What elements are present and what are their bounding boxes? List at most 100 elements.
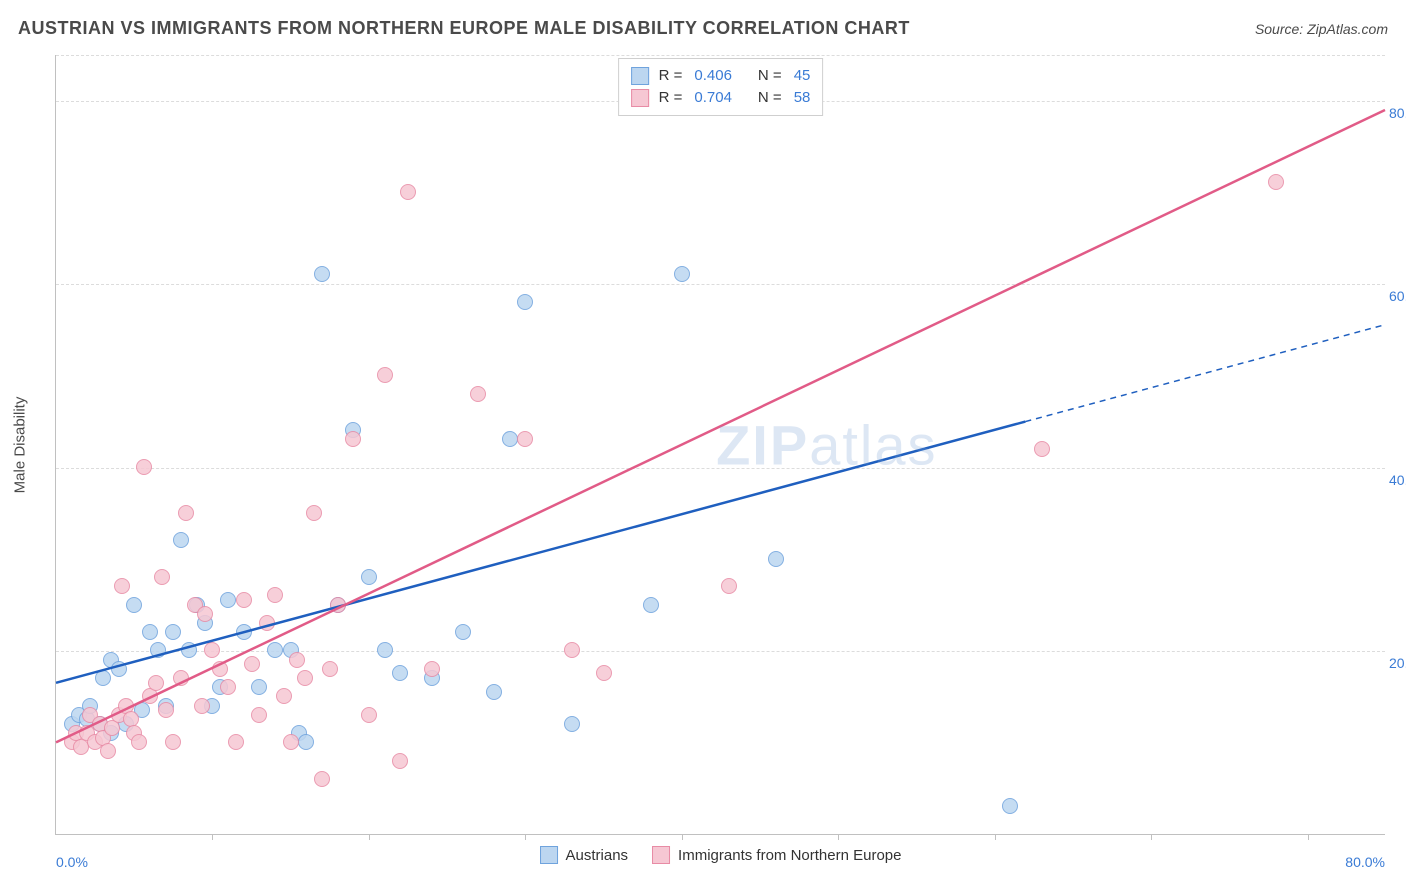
- y-axis-title: Male Disability: [12, 396, 29, 493]
- scatter-point-immigrants_ne: [220, 679, 236, 695]
- scatter-point-immigrants_ne: [204, 642, 220, 658]
- legend-swatch-austrians: [631, 67, 649, 85]
- scatter-point-austrians: [142, 624, 158, 640]
- scatter-point-immigrants_ne: [289, 652, 305, 668]
- scatter-point-austrians: [298, 734, 314, 750]
- scatter-point-austrians: [314, 266, 330, 282]
- scatter-point-austrians: [267, 642, 283, 658]
- scatter-point-immigrants_ne: [306, 505, 322, 521]
- scatter-point-immigrants_ne: [194, 698, 210, 714]
- scatter-point-immigrants_ne: [212, 661, 228, 677]
- series-legend-label-austrians: Austrians: [566, 847, 629, 864]
- scatter-point-austrians: [361, 569, 377, 585]
- scatter-point-austrians: [173, 532, 189, 548]
- scatter-point-immigrants_ne: [251, 707, 267, 723]
- stats-R-label: R =: [659, 65, 683, 87]
- x-tick: [525, 834, 526, 840]
- scatter-plot: [56, 55, 1385, 834]
- x-axis-max-label: 80.0%: [1345, 854, 1385, 870]
- x-tick: [1308, 834, 1309, 840]
- y-tick-label: 60.0%: [1389, 288, 1406, 304]
- scatter-point-austrians: [564, 716, 580, 732]
- scatter-point-immigrants_ne: [517, 431, 533, 447]
- scatter-point-immigrants_ne: [361, 707, 377, 723]
- source-name: ZipAtlas.com: [1307, 21, 1388, 37]
- scatter-point-immigrants_ne: [178, 505, 194, 521]
- scatter-point-immigrants_ne: [392, 753, 408, 769]
- scatter-point-austrians: [111, 661, 127, 677]
- scatter-point-immigrants_ne: [236, 592, 252, 608]
- chart-plot-area: Male Disability 20.0%40.0%60.0%80.0% 0.0…: [55, 55, 1385, 835]
- series-legend: Austrians Immigrants from Northern Europe: [540, 846, 902, 864]
- scatter-point-immigrants_ne: [400, 184, 416, 200]
- scatter-point-austrians: [95, 670, 111, 686]
- scatter-point-immigrants_ne: [154, 569, 170, 585]
- stats-R-value-immigrants_ne: 0.704: [694, 87, 732, 109]
- scatter-point-immigrants_ne: [148, 675, 164, 691]
- x-tick: [212, 834, 213, 840]
- scatter-point-austrians: [768, 551, 784, 567]
- series-legend-item-austrians: Austrians: [540, 846, 629, 864]
- scatter-point-immigrants_ne: [165, 734, 181, 750]
- stats-legend: R = 0.406 N = 45 R = 0.704 N = 58: [618, 58, 824, 116]
- scatter-point-austrians: [392, 665, 408, 681]
- scatter-point-immigrants_ne: [322, 661, 338, 677]
- scatter-point-immigrants_ne: [276, 688, 292, 704]
- scatter-point-austrians: [181, 642, 197, 658]
- series-legend-label-immigrants_ne: Immigrants from Northern Europe: [678, 847, 901, 864]
- scatter-point-immigrants_ne: [228, 734, 244, 750]
- y-tick-label: 20.0%: [1389, 655, 1406, 671]
- scatter-point-austrians: [220, 592, 236, 608]
- x-tick: [838, 834, 839, 840]
- x-axis-min-label: 0.0%: [56, 854, 88, 870]
- scatter-point-immigrants_ne: [267, 587, 283, 603]
- stats-N-value-austrians: 45: [794, 65, 811, 87]
- scatter-point-austrians: [517, 294, 533, 310]
- scatter-point-immigrants_ne: [142, 688, 158, 704]
- scatter-point-immigrants_ne: [114, 578, 130, 594]
- scatter-point-austrians: [674, 266, 690, 282]
- x-tick: [1151, 834, 1152, 840]
- stats-N-label: N =: [758, 65, 782, 87]
- scatter-point-austrians: [165, 624, 181, 640]
- scatter-point-austrians: [643, 597, 659, 613]
- scatter-point-immigrants_ne: [104, 720, 120, 736]
- scatter-point-immigrants_ne: [564, 642, 580, 658]
- stats-N-value-immigrants_ne: 58: [794, 87, 811, 109]
- x-tick: [682, 834, 683, 840]
- scatter-point-immigrants_ne: [197, 606, 213, 622]
- scatter-point-immigrants_ne: [297, 670, 313, 686]
- header: AUSTRIAN VS IMMIGRANTS FROM NORTHERN EUR…: [18, 18, 1388, 39]
- scatter-point-immigrants_ne: [283, 734, 299, 750]
- scatter-point-immigrants_ne: [1268, 174, 1284, 190]
- scatter-point-austrians: [502, 431, 518, 447]
- scatter-point-immigrants_ne: [470, 386, 486, 402]
- scatter-point-immigrants_ne: [1034, 441, 1050, 457]
- scatter-point-immigrants_ne: [330, 597, 346, 613]
- scatter-point-austrians: [377, 642, 393, 658]
- scatter-point-immigrants_ne: [259, 615, 275, 631]
- stats-N-label: N =: [758, 87, 782, 109]
- scatter-point-austrians: [126, 597, 142, 613]
- stats-legend-row-immigrants_ne: R = 0.704 N = 58: [631, 87, 811, 109]
- legend-swatch-immigrants_ne: [631, 89, 649, 107]
- source-prefix: Source:: [1255, 21, 1307, 37]
- scatter-point-austrians: [150, 642, 166, 658]
- stats-R-label: R =: [659, 87, 683, 109]
- stats-R-value-austrians: 0.406: [694, 65, 732, 87]
- scatter-point-immigrants_ne: [424, 661, 440, 677]
- y-tick-label: 40.0%: [1389, 472, 1406, 488]
- scatter-point-immigrants_ne: [136, 459, 152, 475]
- scatter-point-immigrants_ne: [100, 743, 116, 759]
- legend-swatch-austrians: [540, 846, 558, 864]
- y-tick-label: 80.0%: [1389, 105, 1406, 121]
- chart-title: AUSTRIAN VS IMMIGRANTS FROM NORTHERN EUR…: [18, 18, 910, 39]
- scatter-point-immigrants_ne: [158, 702, 174, 718]
- scatter-point-austrians: [486, 684, 502, 700]
- scatter-point-immigrants_ne: [721, 578, 737, 594]
- scatter-point-immigrants_ne: [377, 367, 393, 383]
- scatter-point-immigrants_ne: [596, 665, 612, 681]
- x-tick: [995, 834, 996, 840]
- scatter-point-immigrants_ne: [314, 771, 330, 787]
- scatter-point-austrians: [251, 679, 267, 695]
